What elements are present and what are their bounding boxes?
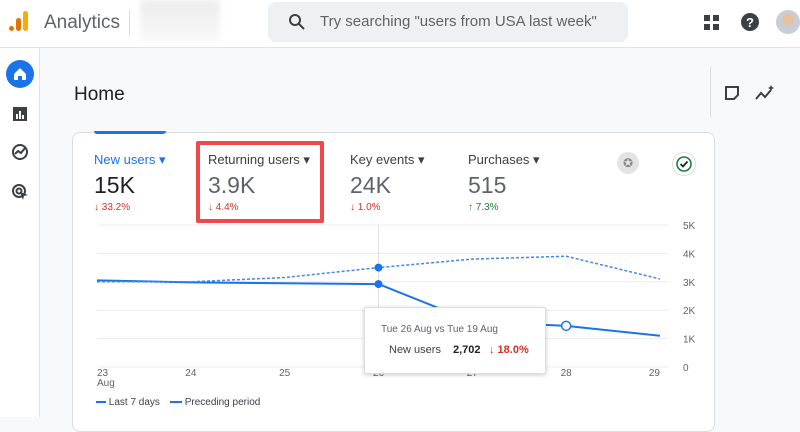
chart-tooltip: Tue 26 Aug vs Tue 19 Aug New users 2,702… [364, 307, 546, 374]
apps-grid-icon[interactable] [704, 15, 720, 31]
tooltip-value: 2,702 [453, 344, 481, 356]
sidebar-item-advertising[interactable] [6, 178, 34, 206]
metric-value: 24K [350, 172, 391, 198]
metric-returning-users[interactable]: Returning users ▾ 3.9K ↓ 4.4% [208, 152, 310, 213]
legend-item[interactable]: Preceding period [169, 397, 261, 408]
metric-label: Returning users [208, 152, 300, 167]
metric-key-events[interactable]: Key events ▾ 24K ↓ 1.0% [350, 152, 424, 213]
metric-label: Purchases [468, 152, 530, 167]
search-icon [289, 14, 305, 30]
tooltip-change: ↓ 18.0% [489, 344, 529, 356]
metric-label: New users [94, 152, 156, 167]
y-tick-label: 5K [683, 221, 696, 232]
metric-value: 15K [94, 172, 135, 198]
divider [710, 66, 711, 118]
y-tick-label: 2K [683, 306, 696, 317]
metric-value: 515 [468, 172, 507, 198]
tooltip-date: Tue 26 Aug vs Tue 19 Aug [381, 324, 498, 335]
metric-change: ↑ 7.3% [468, 202, 499, 213]
metric-change: ↓ 33.2% [94, 202, 131, 213]
metric-label: Key events [350, 152, 415, 167]
avatar[interactable] [776, 10, 800, 34]
y-tick-label: 0 [683, 363, 689, 374]
sidebar-item-home[interactable] [6, 60, 34, 88]
y-tick-label: 3K [683, 278, 696, 289]
sidebar [0, 48, 40, 417]
dropdown-icon[interactable]: ▾ [303, 152, 310, 167]
dropdown-icon[interactable]: ▾ [533, 152, 540, 167]
legend-item[interactable]: Last 7 days [96, 397, 160, 408]
bar-chart-icon [13, 107, 27, 121]
check-status-icon[interactable] [672, 152, 696, 176]
metric-value: 3.9K [208, 172, 256, 198]
tooltip-metric: New users [389, 344, 441, 356]
analytics-logo-icon [9, 11, 28, 31]
x-tick-label: 29 [649, 368, 661, 379]
svg-text:?: ? [746, 15, 754, 30]
sidebar-item-reports[interactable] [6, 100, 34, 128]
top-bar: Analytics Try searching "users from USA … [0, 0, 800, 48]
search-input[interactable]: Try searching "users from USA last week" [268, 2, 628, 42]
data-point [374, 280, 383, 289]
advertising-icon [12, 184, 28, 200]
search-placeholder: Try searching "users from USA last week" [320, 13, 597, 30]
active-tab-indicator [94, 131, 166, 134]
legend-label: Last 7 days [108, 397, 160, 408]
page-title: Home [74, 84, 125, 105]
y-tick-label: 1K [683, 335, 696, 346]
metric-new-users[interactable]: New users ▾ 15K ↓ 33.2% [94, 152, 166, 213]
y-tick-label: 4K [683, 249, 696, 260]
x-tick-label: 23 [97, 368, 109, 379]
insights-icon[interactable] [755, 85, 775, 101]
notes-icon[interactable] [724, 85, 740, 101]
dropdown-icon[interactable]: ▾ [417, 152, 425, 167]
metric-purchases[interactable]: Purchases ▾ 515 ↑ 7.3% [468, 152, 540, 213]
explore-icon [12, 144, 28, 160]
metric-change: ↓ 1.0% [350, 202, 381, 213]
x-tick-label: 25 [279, 368, 291, 379]
sidebar-item-explore[interactable] [6, 138, 34, 166]
data-point [374, 263, 383, 272]
app-title: Analytics [44, 12, 121, 33]
x-tick-label: 28 [561, 368, 573, 379]
account-selector[interactable] [140, 0, 220, 44]
legend-label: Preceding period [184, 397, 261, 408]
divider [129, 10, 130, 36]
highlight-box [196, 141, 324, 223]
dropdown-icon[interactable]: ▾ [159, 152, 166, 167]
x-tick-sublabel: Aug [97, 378, 115, 389]
medal-icon[interactable]: ✪ [617, 152, 639, 174]
data-point [560, 320, 572, 332]
x-tick-label: 24 [185, 368, 197, 379]
metric-change: ↓ 4.4% [208, 202, 239, 213]
chart-legend: Last 7 days Preceding period [96, 397, 260, 408]
home-icon [14, 68, 26, 80]
help-icon[interactable]: ? [740, 12, 760, 32]
